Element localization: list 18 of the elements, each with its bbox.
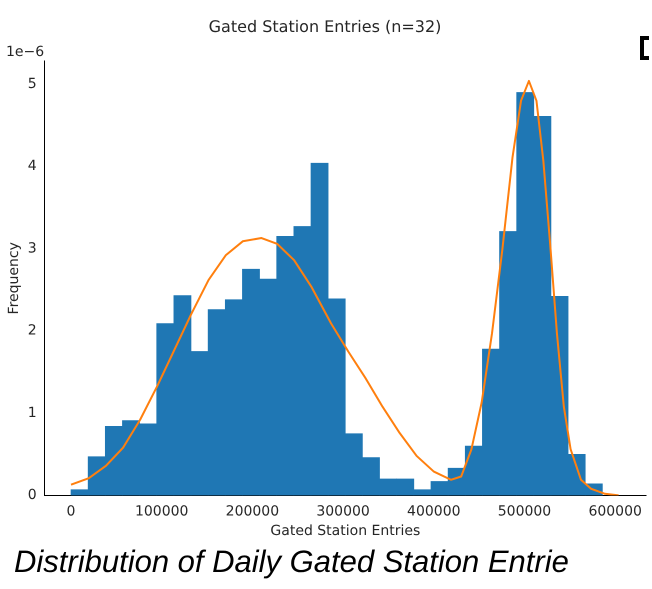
y-tick-label: 1 <box>28 404 37 421</box>
text: 1e−6 <box>6 44 44 60</box>
y-tick-label: 0 <box>28 487 37 504</box>
x-tick-label: 200000 <box>226 503 280 520</box>
y-tick-label: 3 <box>28 240 37 256</box>
y-tick-label: 5 <box>28 76 37 92</box>
x-tick-label: 100000 <box>134 503 188 520</box>
chart-title: Gated Station Entries (n=32) <box>208 16 442 36</box>
x-axis-title: Gated Station Entries <box>270 523 420 540</box>
text: Distribution of Daily Gated Station Entrie <box>14 544 569 580</box>
x-tick-label: 400000 <box>407 503 461 520</box>
y-tick-label: 4 <box>28 158 37 174</box>
x-tick-label: 300000 <box>316 503 370 520</box>
x-tick-label: 600000 <box>588 503 642 520</box>
y-axis-title: Frequency <box>6 242 22 314</box>
x-tick-label: 0 <box>66 503 76 520</box>
y-tick-label: 2 <box>28 322 37 339</box>
x-tick-label: 500000 <box>498 503 552 520</box>
